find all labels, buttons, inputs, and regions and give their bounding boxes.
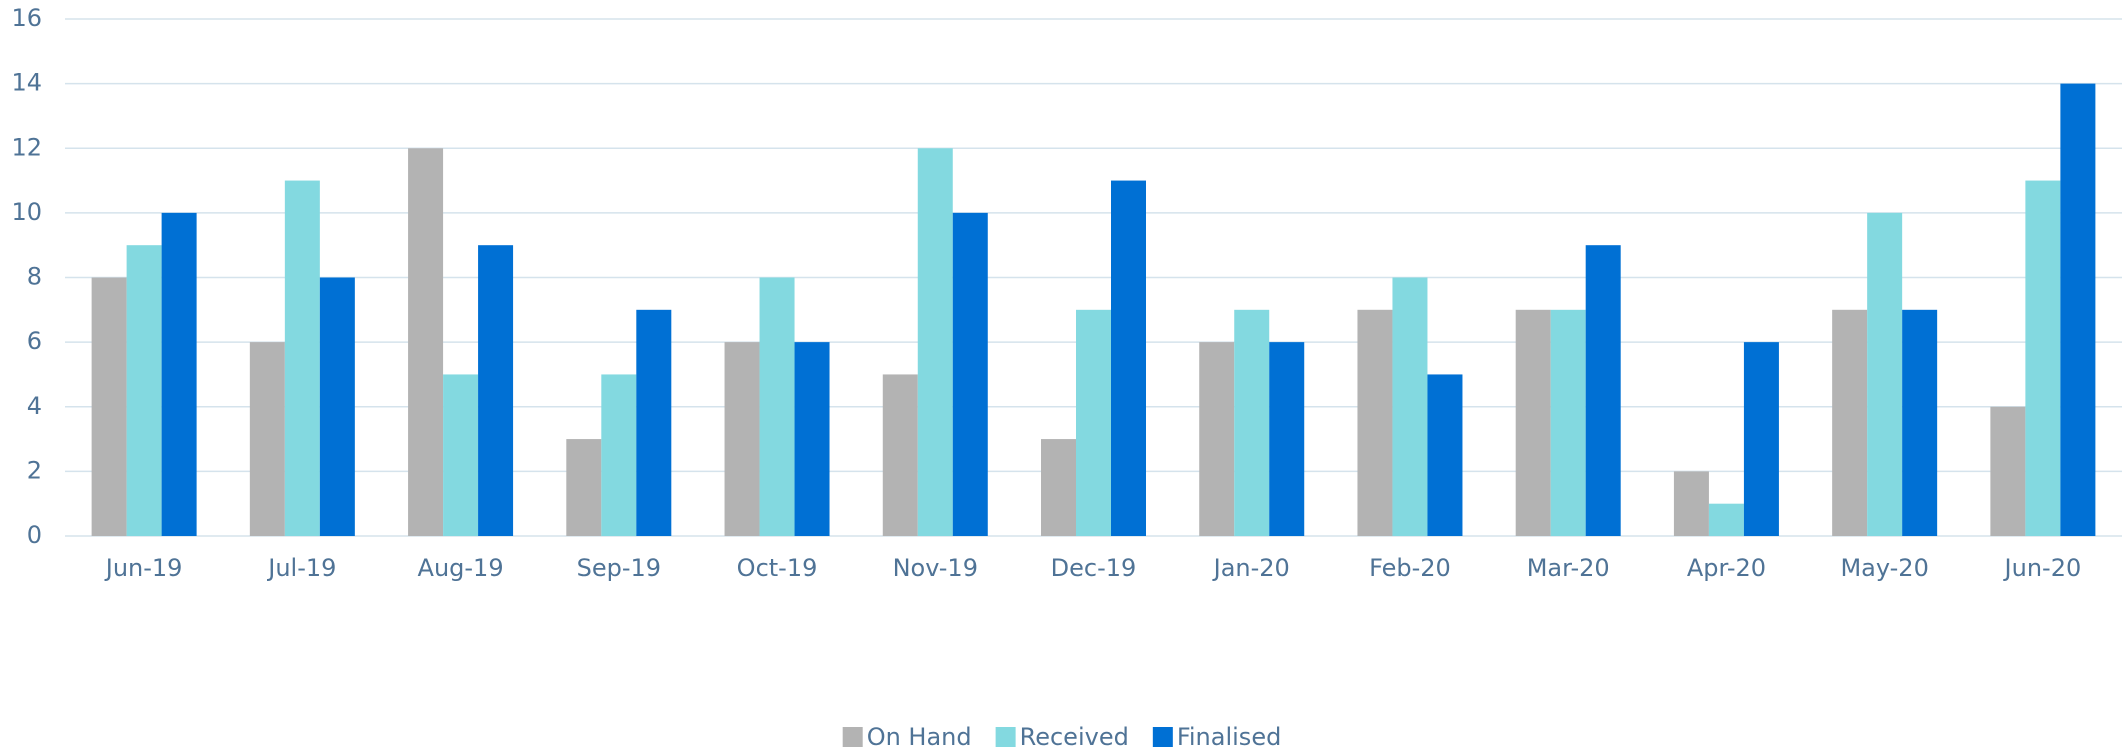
- bar: [724, 342, 760, 536]
- x-tick-label: Dec-19: [1051, 554, 1137, 582]
- legend-label: On Hand: [867, 723, 972, 751]
- bar: [1990, 406, 2026, 536]
- bar: [1743, 342, 1779, 536]
- x-tick-label: Jun-20: [2003, 554, 2082, 582]
- bar: [284, 180, 320, 536]
- y-tick-label: 6: [27, 327, 42, 355]
- bar: [566, 439, 602, 536]
- bar: [1902, 309, 1938, 536]
- bar: [1427, 374, 1463, 536]
- bar: [1234, 309, 1270, 536]
- bar: [1199, 342, 1235, 536]
- legend-swatch: [995, 727, 1016, 747]
- x-tick-label: Mar-20: [1527, 554, 1610, 582]
- legend-swatch: [842, 727, 863, 747]
- bar: [1515, 309, 1551, 536]
- bar: [917, 148, 953, 536]
- y-tick-label: 4: [27, 392, 42, 420]
- x-tick-label: Jun-19: [104, 554, 183, 582]
- bar: [1585, 245, 1621, 536]
- bar: [1708, 503, 1744, 536]
- bar: [882, 374, 918, 536]
- x-tick-label: Apr-20: [1687, 554, 1766, 582]
- x-tick-label: Nov-19: [893, 554, 978, 582]
- bar: [161, 212, 197, 536]
- y-tick-label: 16: [11, 4, 42, 32]
- bar: [1357, 309, 1393, 536]
- legend-label: Received: [1020, 723, 1129, 751]
- x-tick-label: May-20: [1840, 554, 1928, 582]
- bar: [952, 212, 988, 536]
- y-tick-label: 8: [27, 263, 42, 291]
- bar: [1041, 439, 1076, 536]
- legend-swatch: [1152, 727, 1173, 747]
- bar: [1673, 471, 1709, 536]
- x-tick-label: Jan-20: [1212, 554, 1290, 582]
- x-tick-label: Sep-19: [577, 554, 661, 582]
- bar: [1392, 277, 1428, 536]
- bar: [759, 277, 795, 536]
- bar: [91, 277, 127, 536]
- bar: [1550, 309, 1586, 536]
- bar: [1076, 309, 1111, 536]
- bar: [1867, 212, 1903, 536]
- bar: [2025, 180, 2061, 536]
- y-tick-label: 10: [11, 198, 42, 226]
- bar: [1269, 342, 1305, 536]
- bar: [126, 245, 162, 536]
- x-tick-label: Feb-20: [1369, 554, 1451, 582]
- bar: [2060, 83, 2096, 536]
- bar: [636, 309, 672, 536]
- x-tick-label: Oct-19: [737, 554, 818, 582]
- y-tick-label: 2: [27, 456, 42, 484]
- bar: [408, 148, 444, 536]
- bar: [249, 342, 285, 536]
- legend-label: Finalised: [1177, 723, 1281, 751]
- bar: [794, 342, 830, 536]
- bar: [319, 277, 355, 536]
- x-tick-label: Aug-19: [418, 554, 504, 582]
- x-tick-label: Jul-19: [266, 554, 336, 582]
- y-tick-label: 14: [11, 69, 42, 97]
- y-tick-label: 12: [11, 133, 42, 161]
- bar: [1832, 309, 1868, 536]
- bar: [443, 374, 479, 536]
- bar: [1111, 180, 1146, 536]
- bar: [601, 374, 637, 536]
- y-tick-label: 0: [27, 521, 42, 549]
- bar: [478, 245, 514, 536]
